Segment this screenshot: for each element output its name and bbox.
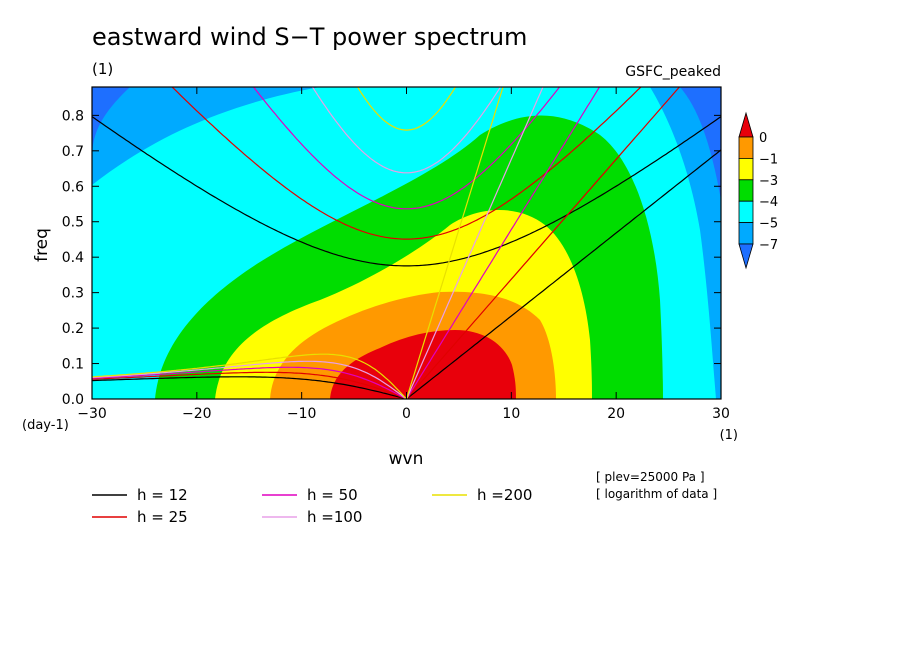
colorbar-segment (738, 157, 754, 181)
x-tick-label: 20 (607, 406, 625, 422)
gravity-curve (356, 87, 457, 131)
kelvin-curve (405, 87, 504, 399)
colorbar-segment (738, 136, 754, 159)
annotation-log: [ logarithm of data ] (596, 487, 717, 501)
y-axis-label: freq (32, 228, 52, 262)
y-tick-label: 0.7 (62, 144, 84, 160)
legend-label: h =200 (477, 486, 532, 504)
y-tick-label: 0.4 (62, 250, 84, 266)
y-tick-label: 0.8 (62, 108, 84, 124)
legend: h = 12 h = 25 h = 50 h =100 h =200 (92, 486, 532, 526)
y-tick-label: 0.3 (62, 286, 84, 302)
x-tick-label: −30 (77, 406, 107, 422)
y-tick-label: 0.6 (62, 179, 84, 195)
colorbar-label: −1 (759, 152, 778, 167)
y-tick-label: 0.0 (62, 392, 84, 408)
gravity-curve (252, 87, 561, 210)
y-tick-label: 0.5 (62, 215, 84, 231)
colorbar-top-arrow (738, 111, 754, 138)
x-tick-label: 0 (402, 406, 411, 422)
plot-area (92, 87, 721, 399)
gravity-curve (92, 116, 721, 267)
kelvin-curve (405, 87, 544, 399)
annotation-plev: [ plev=25000 Pa ] (596, 470, 705, 484)
colorbar-label: −3 (759, 174, 778, 189)
chart-subtitle-right: GSFC_peaked (625, 64, 721, 80)
rossby-curve (92, 353, 407, 399)
gravity-curve (311, 87, 502, 174)
x-tick-label: −10 (287, 406, 317, 422)
colorbar-label: 0 (759, 131, 767, 146)
x-tick-label: 30 (712, 406, 730, 422)
colorbar-label: −7 (759, 238, 778, 253)
x-axis-label: wvn (389, 449, 424, 469)
colorbar-label: −4 (759, 195, 778, 210)
chart-title: eastward wind S−T power spectrum (92, 23, 527, 51)
y-tick-label: 0.1 (62, 357, 84, 373)
colorbar-segment (738, 222, 754, 245)
rossby-curve (92, 371, 407, 399)
y-tick-label: 0.2 (62, 321, 84, 337)
colorbar: 0 −1 −3 −4 −5 −7 (738, 111, 778, 270)
legend-label: h = 12 (137, 486, 188, 504)
legend-label: h =100 (307, 508, 362, 526)
x-axis-unit: (1) (720, 428, 738, 443)
x-tick-label: −20 (182, 406, 212, 422)
colorbar-bottom-arrow (738, 243, 754, 270)
rossby-curve (92, 376, 407, 399)
colorbar-label: −5 (759, 217, 778, 232)
colorbar-segment (738, 200, 754, 223)
colorbar-segment (738, 179, 754, 202)
dispersion-curves (92, 87, 721, 399)
kelvin-curve (405, 87, 601, 399)
x-tick-label: 10 (502, 406, 520, 422)
band-red (330, 330, 516, 399)
chart-subtitle-left: (1) (92, 60, 113, 78)
gravity-curve (171, 87, 642, 240)
y-axis-unit: (day-1) (22, 418, 69, 433)
x-axis: −30 −20 −10 0 10 20 30 (77, 87, 730, 422)
legend-label: h = 25 (137, 508, 188, 526)
kelvin-curve (406, 149, 721, 399)
kelvin-curve (406, 87, 681, 399)
rossby-curve (92, 360, 407, 399)
y-axis: 0.0 0.1 0.2 0.3 0.4 0.5 0.6 0.7 0.8 (62, 108, 721, 408)
legend-label: h = 50 (307, 486, 358, 504)
rossby-curve (92, 366, 407, 399)
